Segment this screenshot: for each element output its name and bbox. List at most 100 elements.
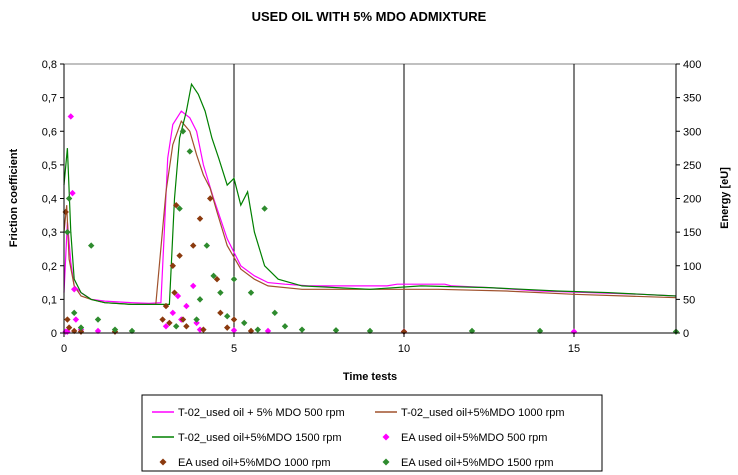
series-marker-6 (186, 148, 193, 155)
y-right-tick-label: 400 (683, 59, 701, 71)
series-marker-6 (88, 242, 95, 249)
series-marker-6 (196, 296, 204, 303)
x-tick-label: 10 (398, 343, 410, 355)
series-marker-6 (64, 228, 71, 236)
series-marker-5 (173, 202, 180, 209)
legend-label: T-02_used oil + 5% MDO 500 rpm (178, 407, 345, 419)
series-marker-5 (190, 242, 197, 249)
series-marker-6 (224, 312, 231, 320)
series-marker-5 (196, 215, 204, 222)
series-marker-4 (193, 319, 200, 327)
y-right-axis-label: Energy [eU] (719, 167, 731, 229)
series-marker-4 (169, 309, 176, 317)
series-marker-5 (162, 302, 170, 310)
y-right-tick-label: 200 (683, 194, 701, 206)
x-axis-label: Time tests (343, 371, 397, 383)
series-marker-5 (217, 309, 224, 317)
y-left-tick-label: 0,1 (42, 294, 57, 306)
series-marker-5 (213, 276, 221, 283)
y-left-tick-label: 0,2 (42, 261, 57, 273)
series-marker-5 (179, 316, 187, 323)
series-lines (63, 82, 677, 305)
legend-items: T-02_used oil + 5% MDO 500 rpm T-02_used … (152, 407, 565, 469)
series-marker-6 (111, 326, 119, 333)
x-tick-label: 0 (61, 343, 67, 355)
series-marker-5 (176, 252, 183, 259)
y-left-tick-label: 0,5 (42, 160, 57, 172)
series-marker-6 (247, 289, 255, 296)
legend-label: T-02_used oil+5%MDO 1500 rpm (178, 432, 342, 444)
series-line-3 (63, 82, 677, 305)
series-marker-4 (72, 316, 80, 323)
series-marker-6 (77, 324, 85, 331)
y-right-tick-label: 300 (683, 126, 701, 138)
series-marker-5 (183, 323, 190, 330)
y-left-tick-label: 0,6 (42, 126, 57, 138)
series-marker-6 (71, 309, 78, 317)
series-marker-4 (174, 292, 182, 300)
series-marker-5 (65, 324, 73, 331)
series-marker-6 (94, 316, 102, 323)
legend-label: EA used oil+5%MDO 500 rpm (401, 432, 547, 444)
series-marker-4 (162, 323, 170, 330)
y-left-tick-label: 0 (51, 328, 57, 340)
series-marker-5 (159, 316, 166, 323)
series-marker-6 (179, 128, 187, 135)
series-marker-4 (69, 189, 76, 197)
series-marker-4 (196, 326, 204, 333)
series-marker-6 (217, 289, 224, 296)
legend-swatch-marker (382, 433, 390, 441)
x-tick-label: 15 (568, 343, 580, 355)
legend-label: EA used oil+5%MDO 1500 rpm (401, 457, 554, 469)
series-marker-6 (203, 242, 210, 249)
y-right-tick-label: 350 (683, 93, 701, 105)
y-left-tick-label: 0,7 (42, 93, 57, 105)
legend-label: T-02_used oil+5%MDO 1000 rpm (401, 407, 565, 419)
y-right-tick-label: 250 (683, 160, 701, 172)
y-left-tick-label: 0,4 (42, 194, 57, 206)
series-marker-5 (200, 326, 207, 333)
series-marker-5 (166, 319, 173, 327)
series-marker-5 (64, 316, 71, 323)
series-marker-4 (230, 327, 238, 334)
y-right-tick-label: 50 (683, 294, 695, 306)
series-marker-6 (241, 319, 248, 327)
series-marker-5 (230, 316, 238, 323)
series-marker-5 (171, 289, 178, 296)
series-marker-4 (190, 282, 197, 290)
series-marker-6 (176, 205, 183, 212)
legend-swatch-marker (159, 458, 167, 466)
series-marker-6 (210, 272, 217, 280)
legend-label: EA used oil+5%MDO 1000 rpm (178, 457, 331, 469)
series-marker-6 (193, 316, 200, 323)
series-marker-5 (169, 262, 176, 269)
axis-ticks: 0 5 10 1500,10,20,30,40,50,60,70,8050100150… (42, 59, 702, 355)
series-marker-6 (332, 327, 340, 334)
plot-area (62, 63, 680, 335)
series-marker-6 (254, 326, 261, 333)
series-marker-6 (298, 326, 306, 333)
series-line-2 (63, 120, 677, 305)
y-right-tick-label: 0 (683, 328, 689, 340)
series-marker-4 (71, 286, 78, 293)
legend: T-02_used oil + 5% MDO 500 rpm T-02_used … (141, 394, 603, 472)
chart-title: USED OIL WITH 5% MDO ADMIXTURE (252, 9, 487, 24)
series-marker-5 (224, 324, 231, 331)
series-marker-4 (183, 302, 190, 310)
y-left-tick-label: 0,3 (42, 227, 57, 239)
y-left-tick-label: 0,8 (42, 59, 57, 71)
legend-box (141, 394, 603, 472)
y-right-tick-label: 100 (683, 261, 701, 273)
series-marker-6 (261, 205, 268, 212)
y-left-axis-label: Friction coefficient (8, 148, 20, 247)
series-marker-6 (281, 323, 289, 330)
series-marker-4 (67, 113, 74, 120)
series-marker-6 (271, 309, 278, 317)
series-marker-6 (230, 276, 238, 283)
series-marker-6 (65, 195, 73, 202)
series-marker-5 (207, 195, 214, 202)
legend-swatch-marker (382, 458, 390, 466)
y-right-tick-label: 150 (683, 227, 701, 239)
vertical-gridlines (233, 64, 575, 333)
x-tick-label: 5 (231, 343, 237, 355)
